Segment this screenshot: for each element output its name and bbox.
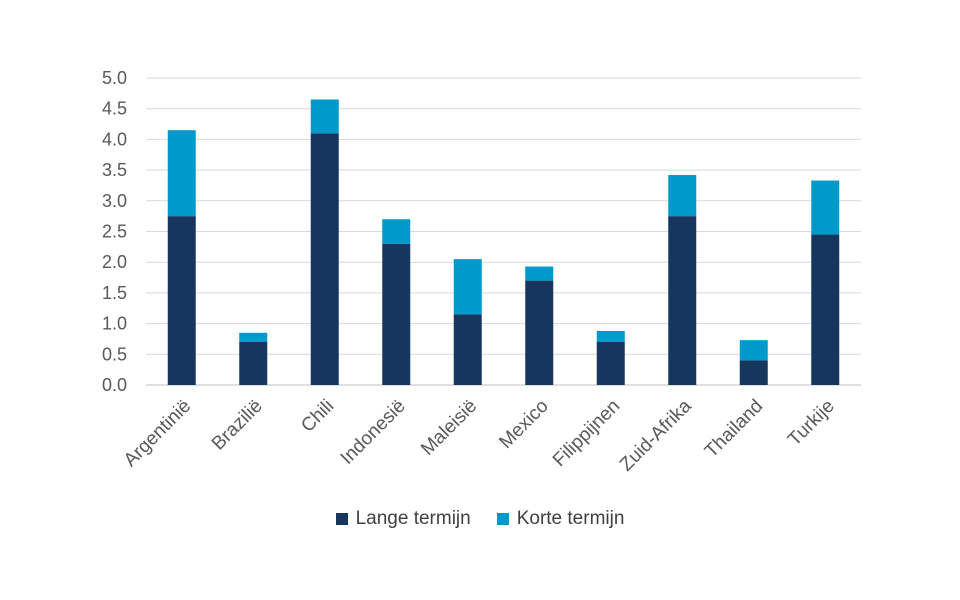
y-tick-label: 0.0 bbox=[102, 375, 127, 395]
bar-segment-lange-termijn bbox=[811, 234, 840, 385]
y-tick-label: 5.0 bbox=[102, 68, 127, 88]
x-tick-label: Indonesië bbox=[337, 396, 410, 469]
bar-segment-lange-termijn bbox=[167, 216, 196, 385]
bar-segment-korte-termijn bbox=[596, 330, 625, 343]
bar-segment-korte-termijn bbox=[811, 180, 840, 235]
y-tick-label: 0.5 bbox=[102, 344, 127, 364]
x-tick-label: Argentinië bbox=[120, 396, 195, 471]
bar-segment-lange-termijn bbox=[310, 133, 339, 385]
x-tick-label: Zuid-Afrika bbox=[616, 395, 696, 475]
x-tick-label: Maleisië bbox=[417, 396, 481, 460]
bar-segment-korte-termijn bbox=[239, 332, 268, 343]
x-tick-label: Turkije bbox=[784, 396, 839, 451]
legend-label-korte-termijn: Korte termijn bbox=[516, 508, 625, 529]
x-tick-label: Thailand bbox=[701, 396, 767, 462]
y-tick-label: 4.5 bbox=[102, 99, 127, 119]
bar-segment-korte-termijn bbox=[382, 219, 411, 244]
x-tick-label: Filippijnen bbox=[549, 396, 624, 471]
bar-segment-lange-termijn bbox=[453, 314, 482, 385]
y-tick-label: 1.0 bbox=[102, 314, 127, 334]
legend-swatch-korte-termijn bbox=[496, 513, 509, 525]
bar-segment-lange-termijn bbox=[382, 243, 411, 385]
y-tick-label: 2.0 bbox=[102, 252, 127, 272]
bars bbox=[167, 99, 840, 385]
y-tick-label: 4.0 bbox=[102, 129, 127, 149]
legend-label-lange-termijn: Lange termijn bbox=[355, 508, 471, 529]
bar-segment-lange-termijn bbox=[525, 280, 554, 385]
legend-item-lange-termijn: Lange termijn bbox=[335, 508, 471, 530]
legend: Lange termijn Korte termijn bbox=[0, 508, 960, 530]
y-axis: 0.0 0.5 1.0 1.5 2.0 2.5 3.0 3.5 4.0 4.5 5.0 bbox=[102, 68, 127, 395]
bar-segment-korte-termijn bbox=[668, 175, 697, 217]
y-tick-label: 3.0 bbox=[102, 191, 127, 211]
bar-segment-korte-termijn bbox=[739, 340, 768, 361]
y-tick-label: 1.5 bbox=[102, 283, 127, 303]
y-tick-label: 2.5 bbox=[102, 222, 127, 242]
bar-segment-korte-termijn bbox=[167, 130, 196, 217]
bar-segment-korte-termijn bbox=[453, 259, 482, 315]
x-tick-label: Brazilië bbox=[208, 396, 267, 455]
bar-segment-lange-termijn bbox=[596, 342, 625, 385]
x-tick-label: Mexico bbox=[495, 396, 552, 453]
bar-segment-korte-termijn bbox=[310, 99, 339, 134]
x-tick-label: Chili bbox=[297, 396, 338, 437]
bar-segment-korte-termijn bbox=[525, 266, 554, 281]
legend-swatch-lange-termijn bbox=[335, 513, 348, 525]
bar-segment-lange-termijn bbox=[239, 342, 268, 385]
y-tick-label: 3.5 bbox=[102, 160, 127, 180]
bar-segment-lange-termijn bbox=[668, 216, 697, 385]
legend-item-korte-termijn: Korte termijn bbox=[496, 508, 625, 530]
bar-segment-lange-termijn bbox=[739, 360, 768, 385]
